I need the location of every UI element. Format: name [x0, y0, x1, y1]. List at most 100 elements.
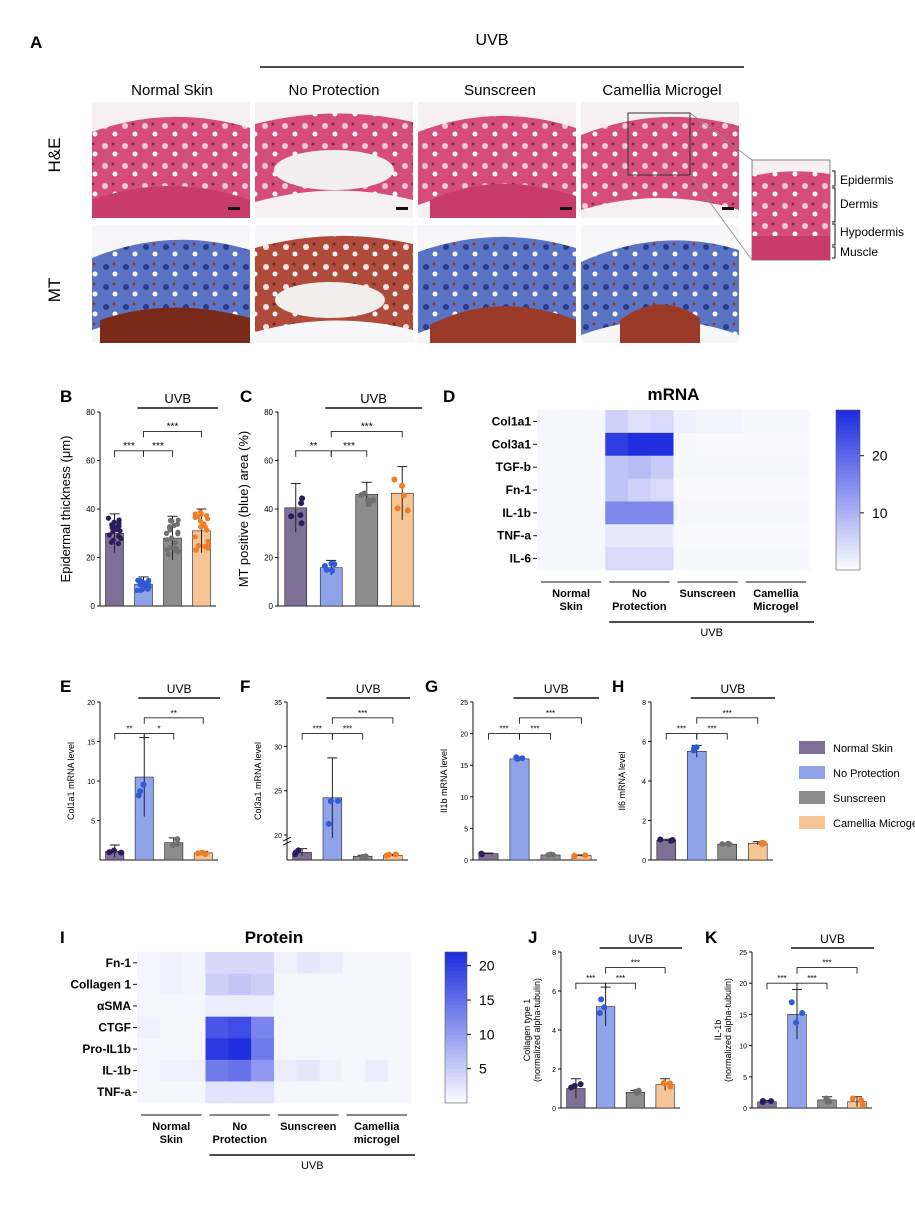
heatmap-cell	[274, 1081, 298, 1104]
heatmap-cell	[673, 501, 697, 525]
colorbar-segment	[836, 566, 860, 571]
data-point	[288, 513, 295, 520]
label-hypodermis: Hypodermis	[840, 225, 904, 239]
heatmap-cell	[787, 524, 811, 548]
heatmap-cell	[228, 973, 252, 996]
data-point	[195, 514, 201, 520]
bar-normal	[656, 839, 677, 861]
heatmap-group-label: No Protection	[612, 588, 667, 613]
data-point	[601, 1004, 608, 1011]
colorbar-segment	[836, 510, 860, 515]
mt-image-camellia	[581, 225, 739, 343]
he-image-noprot	[255, 102, 413, 218]
colorbar-segment	[445, 1050, 467, 1055]
colorbar-segment	[445, 1001, 467, 1006]
significance-label: ***	[777, 974, 786, 983]
colorbar-segment	[445, 989, 467, 995]
colorbar-segment	[836, 490, 860, 495]
heatmap-cell	[205, 973, 229, 996]
heatmap-cell	[251, 995, 275, 1018]
colorbar-segment	[445, 1095, 467, 1100]
colorbar-segment	[445, 982, 467, 987]
colorbar-segment	[836, 422, 860, 427]
data-point	[110, 537, 116, 543]
y-axis-label: Il6 mRNA level	[617, 751, 627, 810]
significance-bracket	[696, 717, 759, 724]
heatmap-cell	[764, 478, 788, 502]
y-tick-label: 35	[274, 700, 282, 707]
data-point	[478, 850, 485, 857]
data-point	[768, 1098, 775, 1105]
heatmap-cell	[319, 1016, 343, 1039]
colorbar-segment	[445, 1012, 467, 1017]
heatmap-cell	[605, 524, 629, 548]
y-tick-label: 20	[274, 833, 282, 840]
data-point	[145, 579, 151, 585]
chart-j: 0 2 4 6 8 Collagen type 1(normalized alpha-tu…	[522, 932, 682, 1113]
heatmap-group-label: Camellia microgel	[354, 1121, 400, 1146]
colorbar-segment	[836, 530, 860, 535]
zoom-connector-top	[689, 112, 753, 161]
significance-label: ***	[631, 959, 640, 968]
colorbar-segment	[836, 474, 860, 479]
significance-bracket	[331, 717, 394, 724]
heatmap-cell	[182, 952, 206, 974]
data-point	[168, 535, 175, 541]
heatmap-cell	[228, 995, 252, 1018]
y-tick-label: 8	[552, 950, 556, 957]
significance-label: **	[171, 709, 177, 718]
heatmap-cell	[228, 1038, 252, 1061]
bracket-hypodermis	[832, 223, 836, 246]
y-axis-label: Il1b mRNA level	[439, 749, 449, 813]
data-point	[111, 525, 117, 532]
significance-bracket	[143, 430, 202, 438]
heatmap-cell	[787, 455, 811, 479]
heatmap-cell	[342, 973, 366, 996]
heatmap-cell	[673, 410, 697, 434]
heatmap-cell	[559, 410, 583, 434]
bar-sunscreen	[355, 494, 379, 607]
colorbar-segment	[445, 1076, 467, 1081]
uvb-label: UVB	[167, 682, 192, 696]
heatmap-cell	[159, 952, 183, 974]
heatmap-cell	[696, 432, 720, 457]
significance-bracket	[796, 967, 858, 974]
heatmap-cell	[137, 973, 161, 996]
heatmap-cell	[537, 410, 561, 434]
heatmap-cell	[582, 478, 606, 502]
heatmap-cell	[274, 1059, 298, 1082]
colorbar-segment	[445, 978, 467, 983]
colorbar-tick-label: 20	[872, 448, 888, 464]
heatmap-cell	[251, 1016, 275, 1039]
heatmap-cell	[251, 1081, 275, 1104]
y-tick-label: 5	[464, 826, 468, 833]
heatmap-cell	[787, 501, 811, 525]
heatmap-cell	[319, 973, 343, 996]
colorbar-segment	[445, 1019, 467, 1025]
significance-bracket	[605, 967, 666, 974]
significance-label: ***	[358, 709, 367, 718]
heatmap-cell	[137, 1081, 161, 1104]
colorbar-segment	[445, 1008, 467, 1013]
heatmap-cell	[296, 952, 320, 974]
colorbar-segment	[836, 434, 860, 439]
data-point	[299, 495, 306, 502]
y-tick-label: 0	[743, 1106, 747, 1113]
data-point	[660, 1080, 667, 1087]
data-point	[399, 482, 406, 489]
heatmap-cell	[296, 995, 320, 1018]
y-tick-label: 40	[264, 505, 273, 514]
heatmap-cell	[764, 455, 788, 479]
heatmap-cell	[537, 455, 561, 479]
y-tick-label: 15	[87, 740, 95, 747]
data-point	[165, 551, 171, 558]
heatmap-cell	[388, 995, 412, 1018]
significance-label: ***	[677, 725, 686, 734]
significance-label: ***	[707, 725, 716, 734]
heatmap-row-label: TNF-a	[497, 529, 531, 543]
heatmap-cell	[696, 547, 720, 571]
heatmap-cell	[182, 1016, 206, 1039]
legend-label-sunscreen: Sunscreen	[833, 793, 886, 805]
heatmap-cell	[365, 973, 389, 996]
colorbar-segment	[445, 1072, 467, 1078]
